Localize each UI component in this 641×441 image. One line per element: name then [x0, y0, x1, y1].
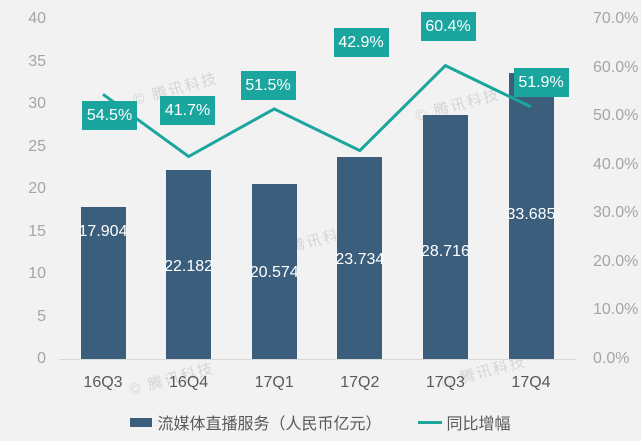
left-axis-tick: 10: [28, 265, 46, 282]
right-axis-tick: 10.0%: [593, 301, 639, 319]
category-label: 17Q3: [425, 374, 465, 391]
bar: [251, 184, 297, 359]
line-label-callout: 51.9%: [513, 67, 569, 97]
category-label: 17Q4: [511, 374, 551, 391]
line-label-callout: 60.4%: [420, 11, 476, 41]
legend-bar-label: 流媒体直播服务（人民币亿元）: [157, 416, 382, 433]
category-label: 17Q2: [340, 374, 380, 391]
right-axis-tick: 40.0%: [593, 155, 639, 173]
left-axis-tick: 15: [28, 222, 46, 240]
chart-legend: 流媒体直播服务（人民币亿元） 同比增幅: [0, 410, 641, 434]
bar: [508, 72, 554, 359]
line-label-callout: 41.7%: [160, 95, 215, 125]
category-label: 17Q1: [254, 374, 294, 391]
bar-value-label: 22.182: [164, 258, 214, 275]
category-label: 16Q4: [169, 374, 209, 391]
line-series-swatch: [417, 420, 442, 424]
right-axis-tick: 50.0%: [593, 107, 639, 125]
right-axis-tick: 60.0%: [593, 58, 639, 76]
left-axis-tick: 40: [28, 10, 46, 27]
bar: [80, 206, 126, 359]
bar-value-label: 28.716: [420, 243, 470, 260]
right-axis-tick: 70.0%: [593, 10, 639, 27]
line-label-callout: 51.5%: [240, 70, 296, 100]
bar: [337, 157, 383, 359]
line-label-callout: 54.5%: [82, 100, 137, 130]
growth-line: [102, 63, 532, 159]
legend-item-line-series: 同比增幅: [417, 410, 511, 434]
left-axis-tick: 30: [28, 95, 46, 112]
bar: [166, 170, 212, 359]
line-label-callout: 42.9%: [333, 27, 389, 57]
legend-item-bar-series: 流媒体直播服务（人民币亿元）: [130, 410, 382, 434]
bar-value-label: 23.734: [335, 251, 385, 268]
x-axis-line: [59, 359, 576, 360]
bar-value-label: 33.685: [506, 206, 556, 223]
right-axis-tick: 30.0%: [593, 204, 639, 222]
bar-series-swatch: [130, 417, 153, 427]
bar-value-label: 17.904: [78, 223, 128, 240]
bar: [422, 114, 468, 359]
left-axis-tick: 0: [37, 350, 46, 367]
right-axis-tick: 0.0%: [593, 350, 630, 367]
category-label: 16Q3: [83, 374, 123, 391]
right-axis-tick: 20.0%: [593, 252, 639, 270]
bar-value-label: 20.574: [249, 264, 299, 281]
legend-line-label: 同比增幅: [446, 416, 511, 433]
left-axis-tick: 35: [28, 52, 46, 70]
left-axis-tick: 5: [37, 307, 46, 325]
left-axis-tick: 20: [28, 180, 46, 197]
left-axis-tick: 25: [28, 137, 46, 155]
